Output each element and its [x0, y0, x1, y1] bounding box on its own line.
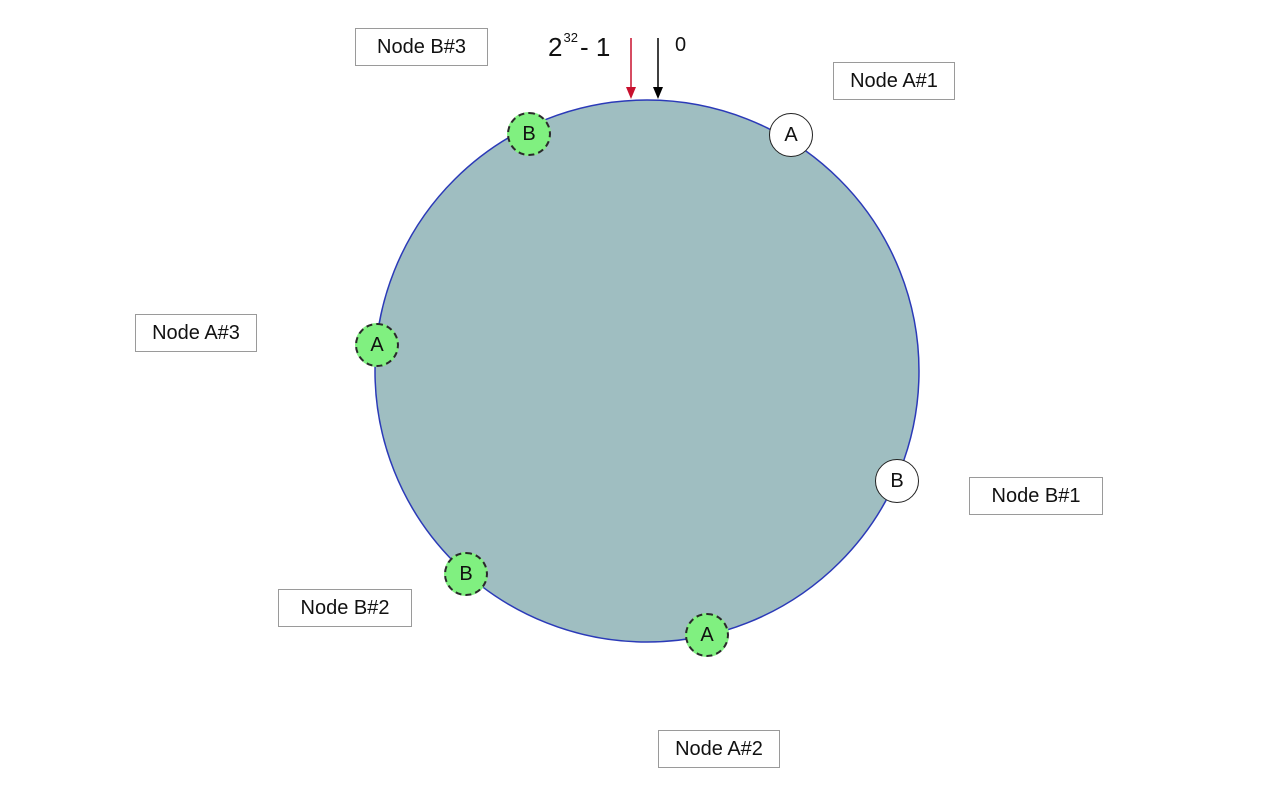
node-a2-marker: A [685, 613, 729, 657]
node-a1-label: Node A#1 [833, 62, 955, 100]
node-a3-marker: A [355, 323, 399, 367]
node-b1-label: Node B#1 [969, 477, 1103, 515]
hash-max-exponent: 32 [563, 30, 578, 45]
node-a3-label: Node A#3 [135, 314, 257, 352]
node-a1-marker: A [769, 113, 813, 157]
hash-zero-arrowhead [653, 87, 663, 99]
node-b3-marker: B [507, 112, 551, 156]
hash-max-label: 232- 1 [548, 30, 610, 63]
hash-ring [374, 99, 920, 643]
hash-max-suffix: - 1 [579, 32, 611, 62]
node-a2-label: Node A#2 [658, 730, 780, 768]
hash-max-base: 2 [548, 32, 563, 62]
node-b1-marker: B [875, 459, 919, 503]
hash-zero-label: 0 [675, 34, 687, 56]
hash-max-arrowhead [626, 87, 636, 99]
node-b2-marker: B [444, 552, 488, 596]
node-b3-label: Node B#3 [355, 28, 488, 66]
node-b2-label: Node B#2 [278, 589, 412, 627]
